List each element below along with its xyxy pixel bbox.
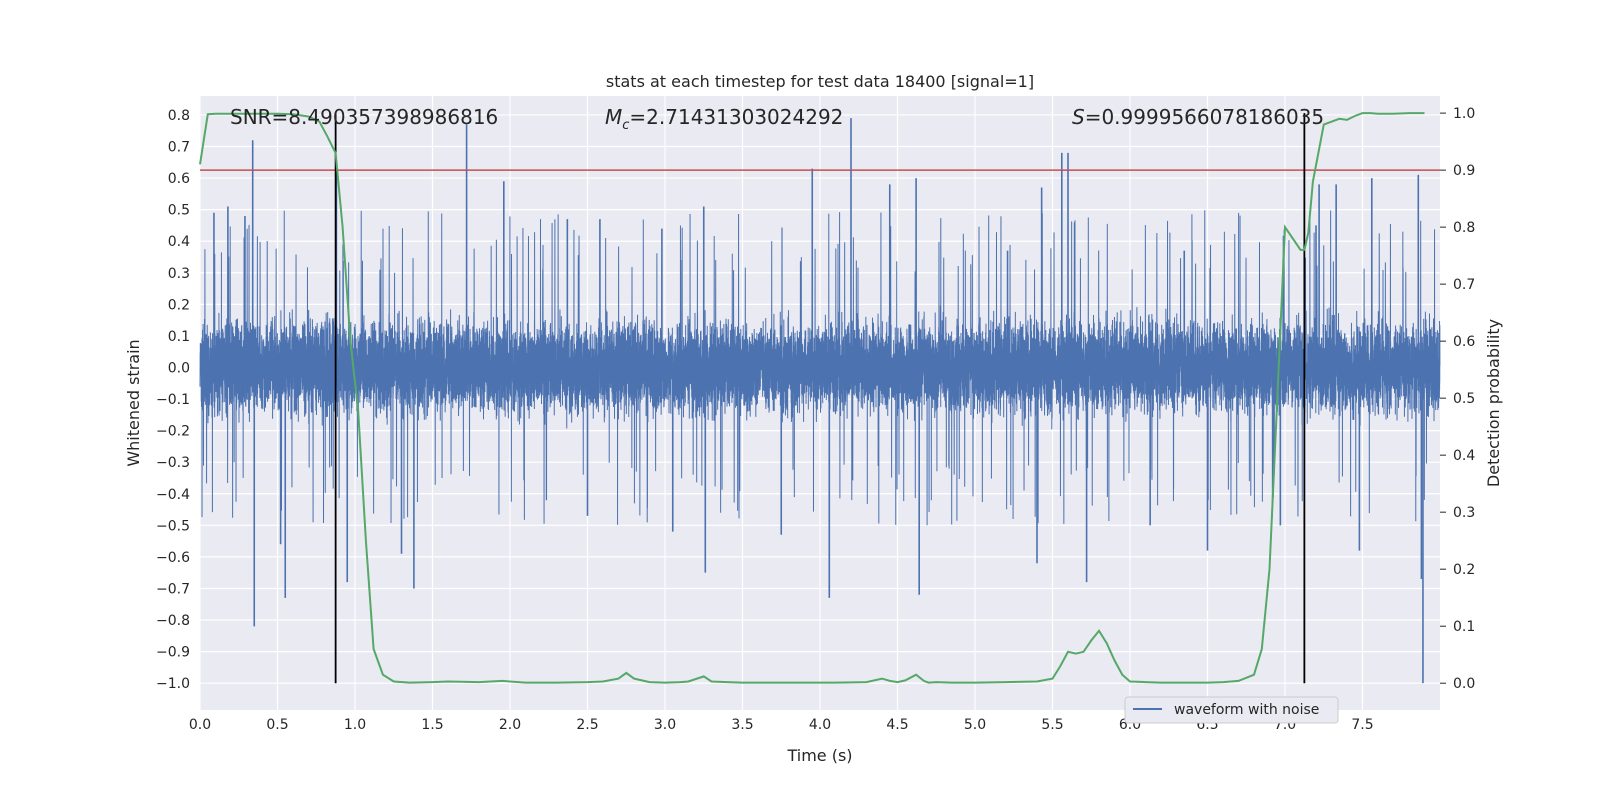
score-symbol: S bbox=[1072, 105, 1085, 129]
y-left-tick-label: −0.3 bbox=[156, 455, 190, 471]
y-left-tick-label: −0.4 bbox=[156, 487, 190, 503]
legend: waveform with noise bbox=[1124, 696, 1339, 724]
score-annotation: S=0.9999566078186035 bbox=[1072, 105, 1324, 129]
y-left-tick-label: −1.0 bbox=[156, 676, 190, 692]
y-axis-label-right: Detection probability bbox=[1484, 319, 1503, 487]
y-left-tick-label: −0.2 bbox=[156, 424, 190, 440]
y-right-tick-label: 0.6 bbox=[1453, 334, 1475, 350]
y-left-tick-label: 0.8 bbox=[168, 108, 190, 124]
chirp-mass-symbol: M bbox=[605, 105, 622, 129]
x-tick-label: 4.0 bbox=[809, 717, 831, 733]
y-right-tick-labels: 1.0 0.9 0.8 0.7 0.6 0.5 0.4 0.3 0.2 0.1 0.0 bbox=[1440, 106, 1475, 692]
y-left-tick-label: 0.7 bbox=[168, 140, 190, 156]
legend-box bbox=[1124, 696, 1339, 724]
x-tick-label: 1.5 bbox=[421, 717, 443, 733]
y-left-tick-label: 0.3 bbox=[168, 266, 190, 282]
x-tick-label: 1.0 bbox=[344, 717, 366, 733]
y-left-tick-label: 0.2 bbox=[168, 297, 190, 313]
x-tick-label: 3.0 bbox=[654, 717, 676, 733]
legend-label: waveform with noise bbox=[1174, 702, 1319, 718]
y-left-tick-labels: 0.8 0.7 0.6 0.5 0.4 0.3 0.2 0.1 0.0 −0.1 −0.2 −0.3 −… bbox=[156, 108, 190, 692]
snr-annotation: SNR=8.490357398986816 bbox=[230, 105, 498, 129]
y-left-tick-label: −0.5 bbox=[156, 518, 190, 534]
y-right-tick-label: 0.9 bbox=[1453, 163, 1475, 179]
y-right-tick-label: 0.8 bbox=[1453, 220, 1475, 236]
y-right-tick-label: 0.1 bbox=[1453, 619, 1475, 635]
y-left-tick-label: 0.5 bbox=[168, 203, 190, 219]
x-tick-label: 0.0 bbox=[189, 717, 211, 733]
probability-line bbox=[199, 112, 1425, 684]
x-tick-label: 4.5 bbox=[886, 717, 908, 733]
y-left-tick-label: −0.6 bbox=[156, 550, 190, 566]
y-left-tick-label: −0.1 bbox=[156, 392, 190, 408]
x-tick-label: 2.5 bbox=[576, 717, 598, 733]
y-left-tick-label: −0.8 bbox=[156, 613, 190, 629]
y-left-tick-label: −0.7 bbox=[156, 581, 190, 597]
score-value: =0.9999566078186035 bbox=[1085, 105, 1324, 129]
y-right-tick-label: 0.2 bbox=[1453, 562, 1475, 578]
x-axis-label: Time (s) bbox=[786, 746, 852, 765]
y-axis-label-left: Whitened strain bbox=[124, 339, 143, 466]
x-tick-label: 3.5 bbox=[731, 717, 753, 733]
chirp-mass-subscript: c bbox=[622, 118, 629, 133]
x-tick-label: 5.5 bbox=[1041, 717, 1063, 733]
y-right-tick-label: 0.5 bbox=[1453, 391, 1475, 407]
strain-line bbox=[199, 210, 1441, 526]
y-left-tick-label: 0.1 bbox=[168, 329, 190, 345]
y-right-tick-label: 0.4 bbox=[1453, 448, 1475, 464]
chirp-mass-value: =2.71431303024292 bbox=[629, 105, 843, 129]
y-left-tick-label: 0.0 bbox=[168, 360, 190, 376]
chirp-mass-annotation: Mc=2.71431303024292 bbox=[605, 105, 843, 133]
y-right-tick-label: 1.0 bbox=[1453, 106, 1475, 122]
y-right-tick-label: 0.3 bbox=[1453, 505, 1475, 521]
y-left-tick-label: −0.9 bbox=[156, 645, 190, 661]
y-left-tick-label: 0.6 bbox=[168, 171, 190, 187]
y-right-tick-label: 0.0 bbox=[1453, 676, 1475, 692]
marker-lines bbox=[334, 113, 1306, 684]
x-tick-label: 2.0 bbox=[499, 717, 521, 733]
x-tick-label: 0.5 bbox=[266, 717, 288, 733]
chart-title: stats at each timestep for test data 184… bbox=[606, 72, 1034, 91]
y-left-tick-label: 0.4 bbox=[168, 234, 190, 250]
x-tick-label: 7.5 bbox=[1351, 717, 1373, 733]
y-right-tick-label: 0.7 bbox=[1453, 277, 1475, 293]
x-tick-label: 5.0 bbox=[964, 717, 986, 733]
